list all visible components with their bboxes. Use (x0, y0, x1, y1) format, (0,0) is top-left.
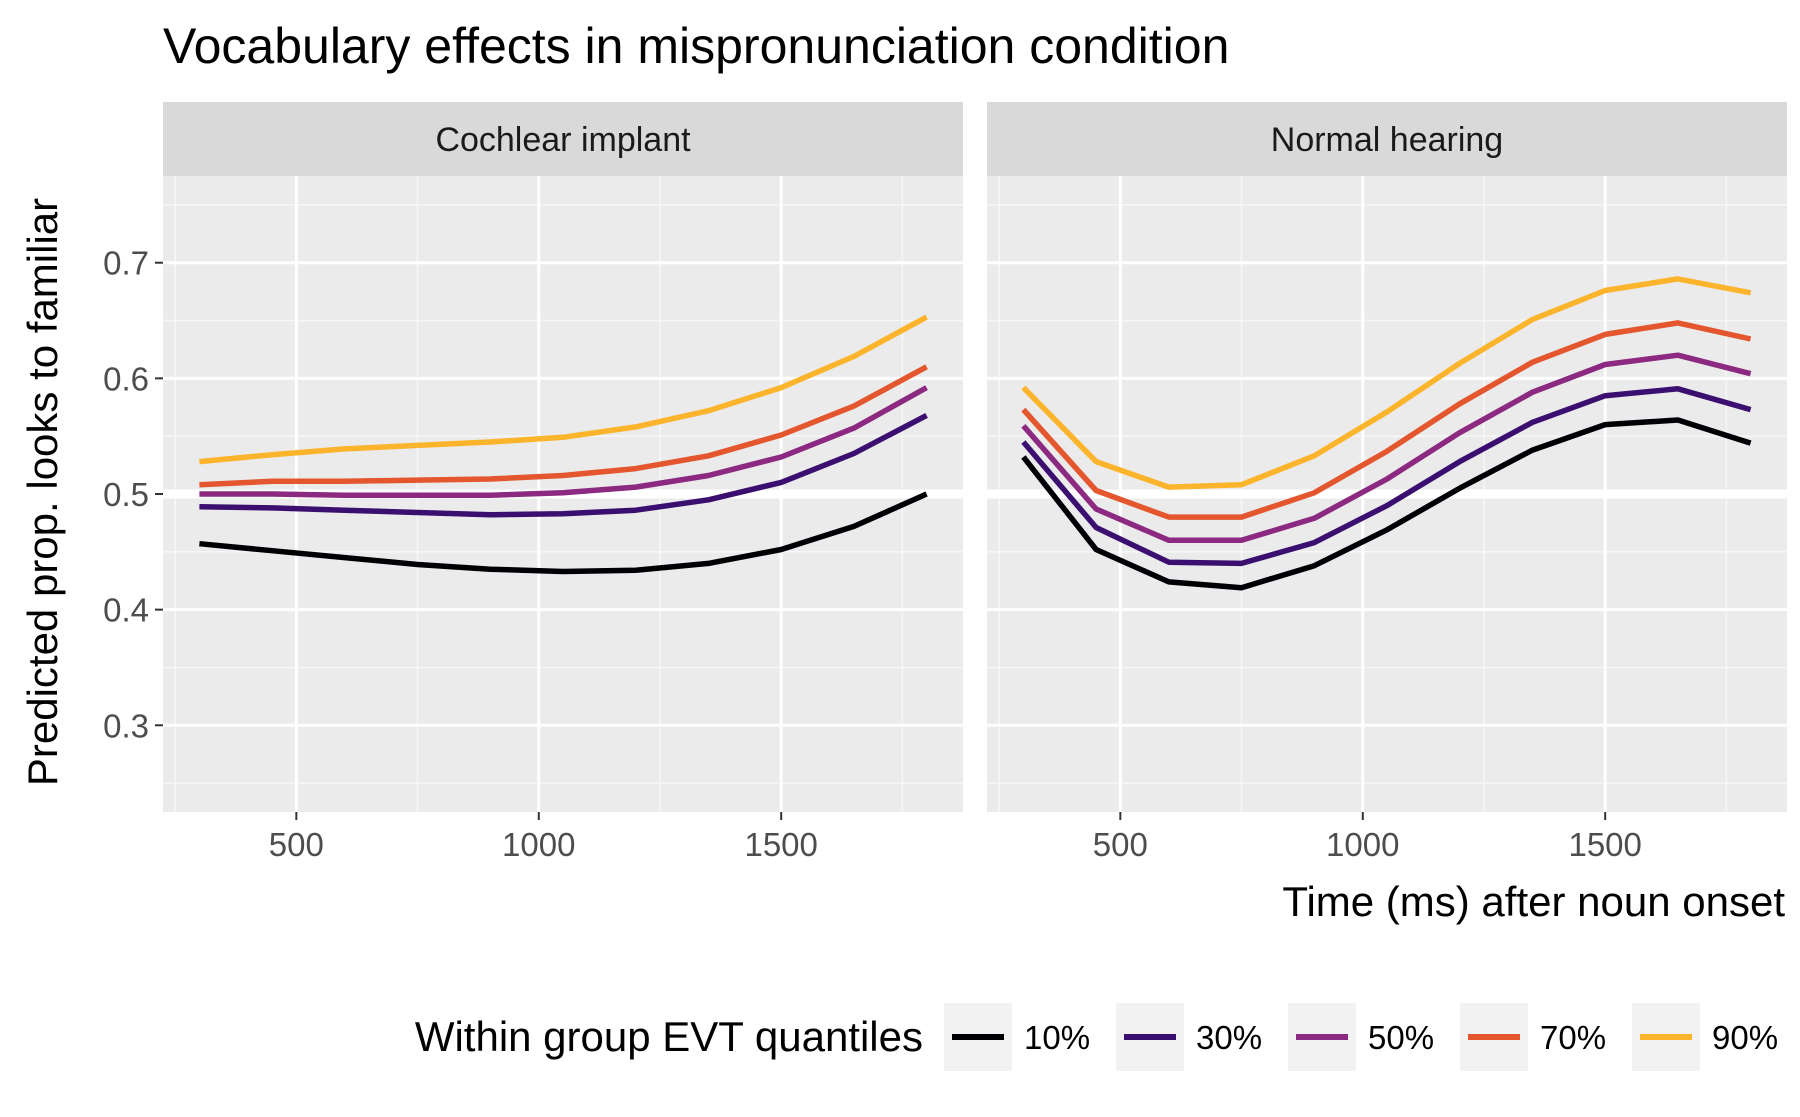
facet-panel-0: Cochlear implant 500 1000 1500 0.3 0.4 0.5 0.6 0… (103, 102, 963, 863)
legend-label: 50% (1368, 1019, 1434, 1056)
legend-item-70pct: 70% (1460, 1003, 1606, 1071)
series-line-50pct (1021, 352, 1752, 544)
y-tick-label: 0.7 (103, 245, 149, 282)
legend-item-90pct: 90% (1632, 1003, 1778, 1071)
legend-item-10pct: 10% (944, 1003, 1090, 1071)
y-tick-label: 0.3 (103, 707, 149, 744)
series-line-30pct (1021, 386, 1752, 567)
facet-strip-label: Cochlear implant (435, 121, 691, 159)
x-tick-label: 500 (269, 826, 324, 863)
series-line-50pct (199, 385, 928, 498)
x-tick-label: 1000 (1326, 826, 1399, 863)
series-line-10pct (199, 491, 928, 575)
facet-strip (163, 102, 963, 176)
series-line-30pct (199, 412, 928, 518)
series-line-70pct (1021, 320, 1752, 520)
y-tick-label: 0.5 (103, 476, 149, 513)
x-tick-label: 1500 (744, 826, 817, 863)
y-tick-label: 0.6 (103, 360, 149, 397)
series-line-10pct (1021, 417, 1752, 591)
facet-panel-1: Normal hearing 500 1000 1500 (987, 102, 1787, 863)
x-axis-title: Time (ms) after noun onset (1282, 878, 1785, 925)
legend-items: 10% 30% 50% 70% 90% (944, 1003, 1778, 1071)
chart-title: Vocabulary effects in mispronunciation c… (163, 18, 1229, 74)
legend-label: 30% (1196, 1019, 1262, 1056)
legend-item-50pct: 50% (1288, 1003, 1434, 1071)
series-line-90pct (199, 314, 928, 465)
legend-item-30pct: 30% (1116, 1003, 1262, 1071)
series-line-90pct (1021, 276, 1752, 490)
legend-title: Within group EVT quantiles (415, 1013, 923, 1060)
facet-strip-label: Normal hearing (1271, 121, 1503, 159)
x-tick-label: 1000 (502, 826, 575, 863)
x-tick-label: 500 (1093, 826, 1148, 863)
y-tick-label: 0.4 (103, 592, 149, 629)
series-line-70pct (199, 364, 928, 488)
legend-label: 10% (1024, 1019, 1090, 1056)
legend: Within group EVT quantiles 10% 30% 50% 70% 9… (415, 1003, 1778, 1071)
y-axis-title: Predicted prop. looks to familiar (19, 198, 66, 786)
facet-panels: Cochlear implant 500 1000 1500 0.3 0.4 0.5 0.6 0… (103, 102, 1787, 863)
facet-strip (987, 102, 1787, 176)
x-tick-label: 1500 (1568, 826, 1641, 863)
legend-label: 90% (1712, 1019, 1778, 1056)
legend-label: 70% (1540, 1019, 1606, 1056)
